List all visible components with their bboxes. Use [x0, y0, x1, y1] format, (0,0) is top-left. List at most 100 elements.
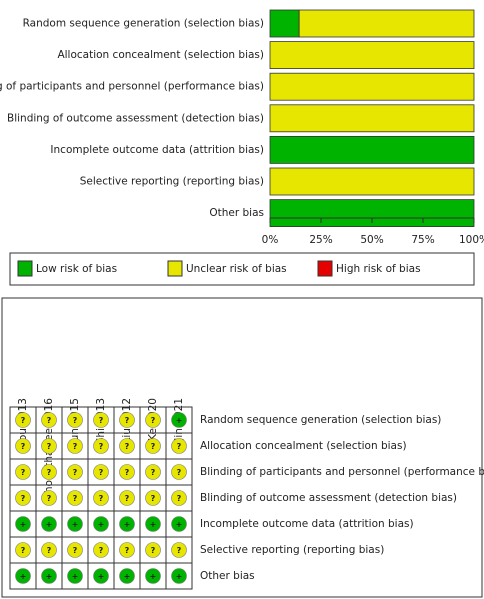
judgement-symbol: +	[124, 520, 131, 529]
judgement-dot	[93, 438, 109, 454]
judgement-dot	[15, 490, 31, 506]
judgement-symbol: ?	[177, 494, 182, 503]
judgement-symbol: ?	[73, 442, 78, 451]
judgement-symbol: ?	[73, 468, 78, 477]
judgement-symbol: ?	[21, 468, 26, 477]
domain-label: Random sequence generation (selection bi…	[200, 414, 441, 426]
judgement-dot	[171, 542, 187, 558]
judgement-symbol: +	[176, 520, 183, 529]
judgement-symbol: ?	[151, 494, 156, 503]
legend-box	[9, 252, 475, 286]
judgement-dot	[93, 516, 109, 532]
judgement-dot	[93, 568, 109, 584]
judgement-symbol: ?	[99, 416, 104, 425]
judgement-symbol: ?	[47, 468, 52, 477]
judgement-dot	[145, 438, 161, 454]
judgement-dot	[67, 516, 83, 532]
category-label: Blinding of outcome assessment (detectio…	[7, 112, 264, 124]
judgement-dot	[171, 568, 187, 584]
judgement-symbol: +	[98, 572, 105, 581]
judgement-dot	[67, 464, 83, 480]
judgement-dot	[145, 464, 161, 480]
judgement-dot	[171, 438, 187, 454]
judgement-dot	[93, 542, 109, 558]
judgement-symbol: ?	[73, 494, 78, 503]
judgement-dot	[119, 568, 135, 584]
judgement-dot	[67, 542, 83, 558]
judgement-dot	[171, 464, 187, 480]
legend-label: Low risk of bias	[36, 263, 117, 275]
judgement-symbol: +	[176, 572, 183, 581]
judgement-symbol: ?	[151, 442, 156, 451]
judgement-dot	[15, 568, 31, 584]
judgement-symbol: ?	[177, 442, 182, 451]
judgement-symbol: ?	[177, 468, 182, 477]
judgement-dot	[67, 438, 83, 454]
judgement-dot	[93, 464, 109, 480]
judgement-symbol: ?	[151, 546, 156, 555]
judgement-dot	[145, 542, 161, 558]
judgement-dot	[145, 412, 161, 428]
judgement-dot	[119, 412, 135, 428]
legend-swatch	[317, 260, 333, 277]
x-tick-label: 75%	[411, 234, 434, 246]
judgement-dot	[145, 568, 161, 584]
judgement-symbol: ?	[125, 442, 130, 451]
judgement-dot	[15, 516, 31, 532]
legend-swatch	[167, 260, 183, 277]
judgement-dot	[67, 412, 83, 428]
judgement-dot	[119, 490, 135, 506]
judgement-symbol: ?	[125, 546, 130, 555]
judgement-symbol: ?	[99, 494, 104, 503]
domain-label: Selective reporting (reporting bias)	[200, 544, 384, 556]
judgement-symbol: ?	[125, 416, 130, 425]
judgement-dot	[41, 412, 57, 428]
judgement-symbol: ?	[21, 442, 26, 451]
judgement-symbol: ?	[177, 546, 182, 555]
domain-label: Blinding of participants and personnel (…	[200, 466, 484, 478]
summary-box	[1, 297, 483, 598]
judgement-dot	[15, 412, 31, 428]
judgement-dot	[15, 438, 31, 454]
judgement-dot	[41, 464, 57, 480]
judgement-symbol: ?	[47, 442, 52, 451]
bar-segment	[269, 135, 475, 164]
legend-label: High risk of bias	[336, 263, 421, 275]
legend-swatch	[17, 260, 33, 277]
judgement-dot	[67, 490, 83, 506]
judgement-dot	[93, 412, 109, 428]
bar-segment	[269, 41, 475, 69]
judgement-dot	[41, 542, 57, 558]
judgement-dot	[119, 464, 135, 480]
judgement-dot	[119, 438, 135, 454]
judgement-symbol: +	[46, 572, 53, 581]
judgement-dot	[145, 516, 161, 532]
judgement-dot	[119, 542, 135, 558]
x-tick-label: 50%	[360, 234, 383, 246]
domain-label: Incomplete outcome data (attrition bias)	[200, 518, 414, 530]
judgement-symbol: +	[46, 520, 53, 529]
judgement-dot	[15, 542, 31, 558]
x-tick-label: 25%	[309, 234, 332, 246]
judgement-dot	[41, 568, 57, 584]
judgement-symbol: +	[124, 572, 131, 581]
judgement-dot	[171, 516, 187, 532]
judgement-dot	[119, 516, 135, 532]
judgement-symbol: +	[20, 572, 27, 581]
grid-cell	[165, 562, 193, 590]
judgement-symbol: ?	[21, 494, 26, 503]
domain-label: Blinding of outcome assessment (detectio…	[200, 492, 457, 504]
category-label: Selective reporting (reporting bias)	[80, 176, 264, 188]
bar-segment	[269, 104, 475, 133]
judgement-symbol: ?	[151, 468, 156, 477]
judgement-symbol: +	[20, 520, 27, 529]
category-label: Other bias	[209, 207, 264, 219]
domain-label: Other bias	[200, 570, 255, 582]
category-label: Allocation concealment (selection bias)	[57, 49, 264, 61]
judgement-symbol: ?	[47, 546, 52, 555]
judgement-symbol: +	[72, 520, 79, 529]
judgement-dot	[171, 412, 187, 428]
judgement-symbol: ?	[151, 416, 156, 425]
